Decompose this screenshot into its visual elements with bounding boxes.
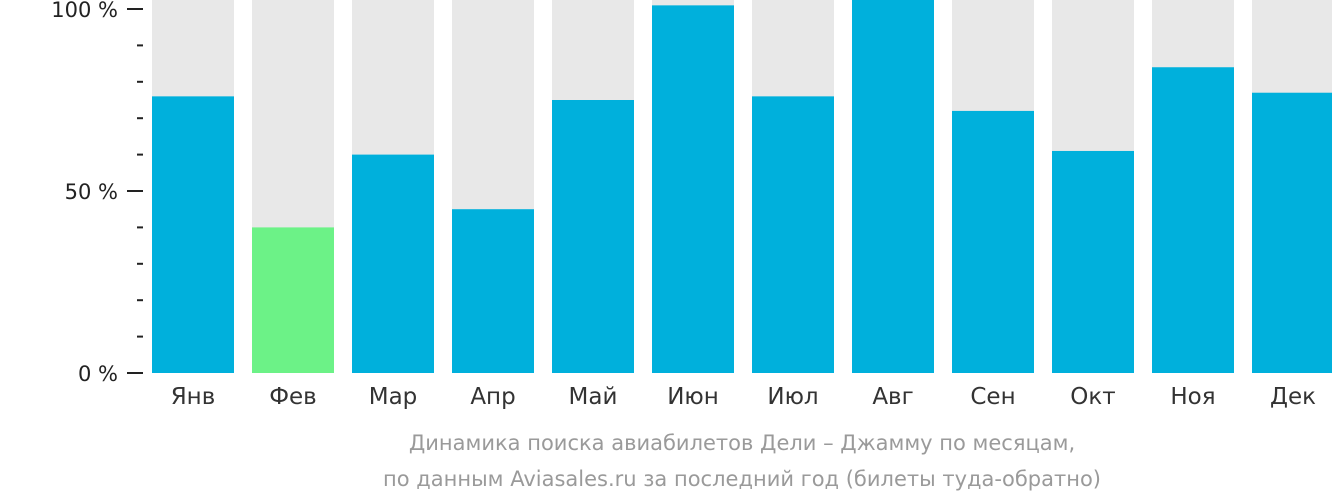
x-tick-label-9: Окт	[1070, 384, 1115, 410]
x-tick-label-4: Май	[569, 384, 618, 410]
bar-2[interactable]	[352, 154, 434, 373]
bar-8[interactable]	[952, 110, 1034, 374]
chart-caption-line-2: по данным Aviasales.ru за последний год …	[383, 467, 1101, 491]
bar-11[interactable]	[1252, 92, 1332, 373]
chart-caption-line-1: Динамика поиска авиабилетов Дели – Джамм…	[408, 431, 1076, 455]
x-tick-label-8: Сен	[970, 384, 1015, 410]
x-tick-label-3: Апр	[470, 384, 515, 410]
bar-3[interactable]	[452, 209, 534, 373]
bar-4[interactable]	[552, 100, 634, 373]
x-tick-label-10: Ноя	[1170, 384, 1215, 410]
bar-6[interactable]	[752, 96, 834, 374]
bar-0[interactable]	[152, 96, 234, 374]
y-tick-label-0: 0 %	[78, 362, 118, 386]
x-axis-labels: Янв Фев Мар Апр Май Июн Июл Авг Сен Окт Ноя Дек	[171, 384, 1316, 410]
bar-9[interactable]	[1052, 150, 1134, 373]
x-tick-label-5: Июн	[667, 384, 719, 410]
x-tick-label-1: Фев	[269, 384, 317, 410]
x-tick-label-0: Янв	[171, 384, 216, 410]
bar-5[interactable]	[652, 5, 734, 374]
x-tick-label-11: Дек	[1270, 384, 1316, 410]
x-tick-label-7: Авг	[872, 384, 913, 410]
bar-chart: 0 % 50 % 100 % Янв Фев Мар Апр Май Июн Июл Авг Сен…	[51, 0, 1332, 410]
x-tick-label-2: Мар	[369, 384, 418, 410]
bar-1[interactable]	[252, 227, 334, 373]
x-tick-label-6: Июл	[767, 384, 818, 410]
bar-10[interactable]	[1152, 67, 1234, 374]
y-tick-label-2: 100 %	[51, 0, 118, 22]
data-bars	[152, 0, 1332, 374]
y-axis: 0 % 50 % 100 %	[51, 0, 143, 386]
y-tick-label-1: 50 %	[65, 180, 118, 204]
bar-7[interactable]	[852, 0, 934, 373]
